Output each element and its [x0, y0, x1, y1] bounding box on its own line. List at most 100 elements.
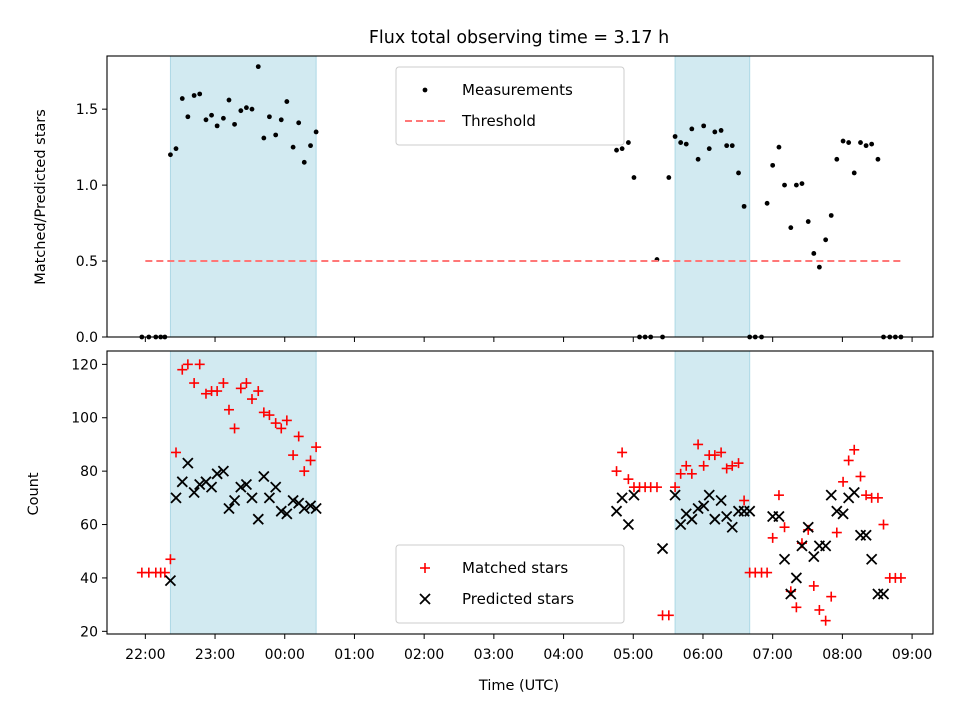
- bottom-x-point: [164, 574, 177, 587]
- bottom-x-point-b: [692, 502, 704, 515]
- bottom-plus-point: [165, 554, 176, 565]
- bottom-plus-point: [212, 386, 223, 397]
- x-tick-label: 03:00: [474, 647, 514, 663]
- top-dots-point: [706, 146, 712, 152]
- bottom-x-point: [217, 465, 230, 477]
- top-dots-point: [840, 138, 846, 144]
- top-dots-point: [301, 159, 307, 165]
- bottom-y-tick-label: 60: [80, 518, 98, 534]
- top-dots-point: [770, 162, 776, 168]
- bottom-x-point-b: [293, 497, 305, 509]
- bottom-x-point: [785, 588, 797, 600]
- x-tick-label: 08:00: [822, 647, 862, 663]
- x-tick-label: 23:00: [195, 647, 235, 663]
- top-dots-point: [741, 203, 747, 209]
- bottom-x-point: [773, 510, 785, 523]
- bottom-x-point: [616, 492, 628, 504]
- top-dots-point: [846, 140, 852, 145]
- bottom-x-point: [726, 521, 738, 533]
- bottom-x-point-b: [796, 540, 808, 552]
- bottom-x-point: [252, 513, 264, 525]
- bottom-plus-point: [814, 604, 825, 615]
- bottom-x-point-b: [270, 481, 282, 493]
- bottom-x-point-b: [217, 465, 230, 477]
- top-dots-point: [875, 156, 881, 162]
- top-dots-point: [221, 115, 226, 121]
- top-dots-point: [858, 140, 863, 145]
- bottom-plus-point: [831, 527, 842, 538]
- bottom-x-point: [808, 550, 820, 563]
- bottom-shaded-interval-0: [169, 350, 317, 635]
- bottom-x-point: [228, 494, 241, 507]
- bottom-x-point-b: [622, 518, 635, 531]
- top-dots-point: [805, 219, 811, 224]
- bottom-x-point-b: [790, 572, 803, 584]
- bottom-legend-marker-b: [419, 593, 431, 605]
- bottom-x-point: [854, 529, 867, 541]
- top-dots-point: [244, 105, 249, 111]
- x-axis-label: Time (UTC): [478, 678, 559, 694]
- top-panel: 0.0 0.5 1.0 1.5 Measurements Threshold: [76, 55, 934, 346]
- bottom-y-tick-label: 80: [80, 464, 98, 480]
- bottom-plus-point: [223, 404, 234, 415]
- bottom-x-point: [270, 481, 282, 493]
- bottom-x-point-b: [825, 489, 837, 501]
- top-dots-point: [788, 225, 794, 231]
- bottom-x-point-b: [188, 486, 200, 499]
- bottom-x-point: [796, 540, 808, 552]
- bottom-x-point: [675, 518, 687, 531]
- top-y-tick-label: 0.5: [76, 254, 98, 270]
- top-dots-point: [255, 64, 261, 70]
- top-dots-point: [689, 126, 695, 132]
- bottom-x-point-b: [281, 508, 293, 520]
- top-dots-point: [816, 264, 822, 270]
- top-y-tick-label: 0.0: [76, 330, 98, 346]
- bottom-x-point: [170, 492, 182, 504]
- top-dots-point: [701, 123, 707, 129]
- bottom-x-point-b: [680, 508, 692, 520]
- bottom-series-predicted-stars: [164, 457, 890, 600]
- bottom-plus-point: [611, 466, 622, 477]
- bottom-plus-point: [878, 519, 889, 530]
- top-dots-point: [828, 213, 834, 218]
- bottom-x-point-b: [866, 553, 878, 565]
- top-axes-frame: [106, 55, 934, 338]
- top-dots-point: [168, 152, 173, 158]
- bottom-plus-point: [182, 359, 193, 370]
- bottom-x-point: [240, 478, 253, 491]
- bottom-x-point: [866, 553, 878, 565]
- bottom-x-point-b: [715, 494, 727, 507]
- bottom-y-tick-label: 20: [80, 624, 98, 640]
- top-dots-point: [267, 114, 272, 120]
- top-dots-point: [290, 144, 296, 150]
- top-dots-point: [869, 141, 875, 147]
- top-dots-point: [672, 134, 678, 139]
- top-dots-point: [631, 175, 637, 180]
- bottom-plus-point: [171, 447, 182, 458]
- x-tick-label: 05:00: [613, 647, 653, 663]
- top-dots-point: [851, 170, 857, 176]
- bottom-x-point-b: [252, 513, 264, 525]
- bottom-x-point-b: [675, 518, 687, 531]
- bottom-x-point: [182, 457, 194, 469]
- top-dots-point: [173, 146, 179, 152]
- x-tick-label: 07:00: [752, 647, 792, 663]
- top-dots-point: [834, 156, 840, 162]
- top-y-tick-label: 1.5: [76, 102, 98, 118]
- bottom-x-point: [258, 470, 270, 483]
- bottom-x-point-b: [848, 486, 860, 499]
- bottom-plus-point: [235, 383, 246, 394]
- bottom-x-point: [872, 588, 884, 600]
- bottom-x-point: [287, 494, 299, 507]
- bottom-axes-frame: [106, 350, 934, 635]
- bottom-x-point-b: [298, 502, 310, 515]
- bottom-plus-point: [200, 388, 211, 399]
- bottom-plus-point: [727, 460, 738, 471]
- top-y-tick-label: 1.0: [76, 178, 98, 194]
- bottom-plus-point: [826, 591, 837, 602]
- bottom-x-point-b: [877, 588, 890, 600]
- top-shaded-interval-1: [674, 55, 751, 338]
- top-dots-point: [614, 147, 619, 153]
- bottom-x-point-b: [304, 500, 317, 512]
- top-dots-point: [782, 182, 787, 188]
